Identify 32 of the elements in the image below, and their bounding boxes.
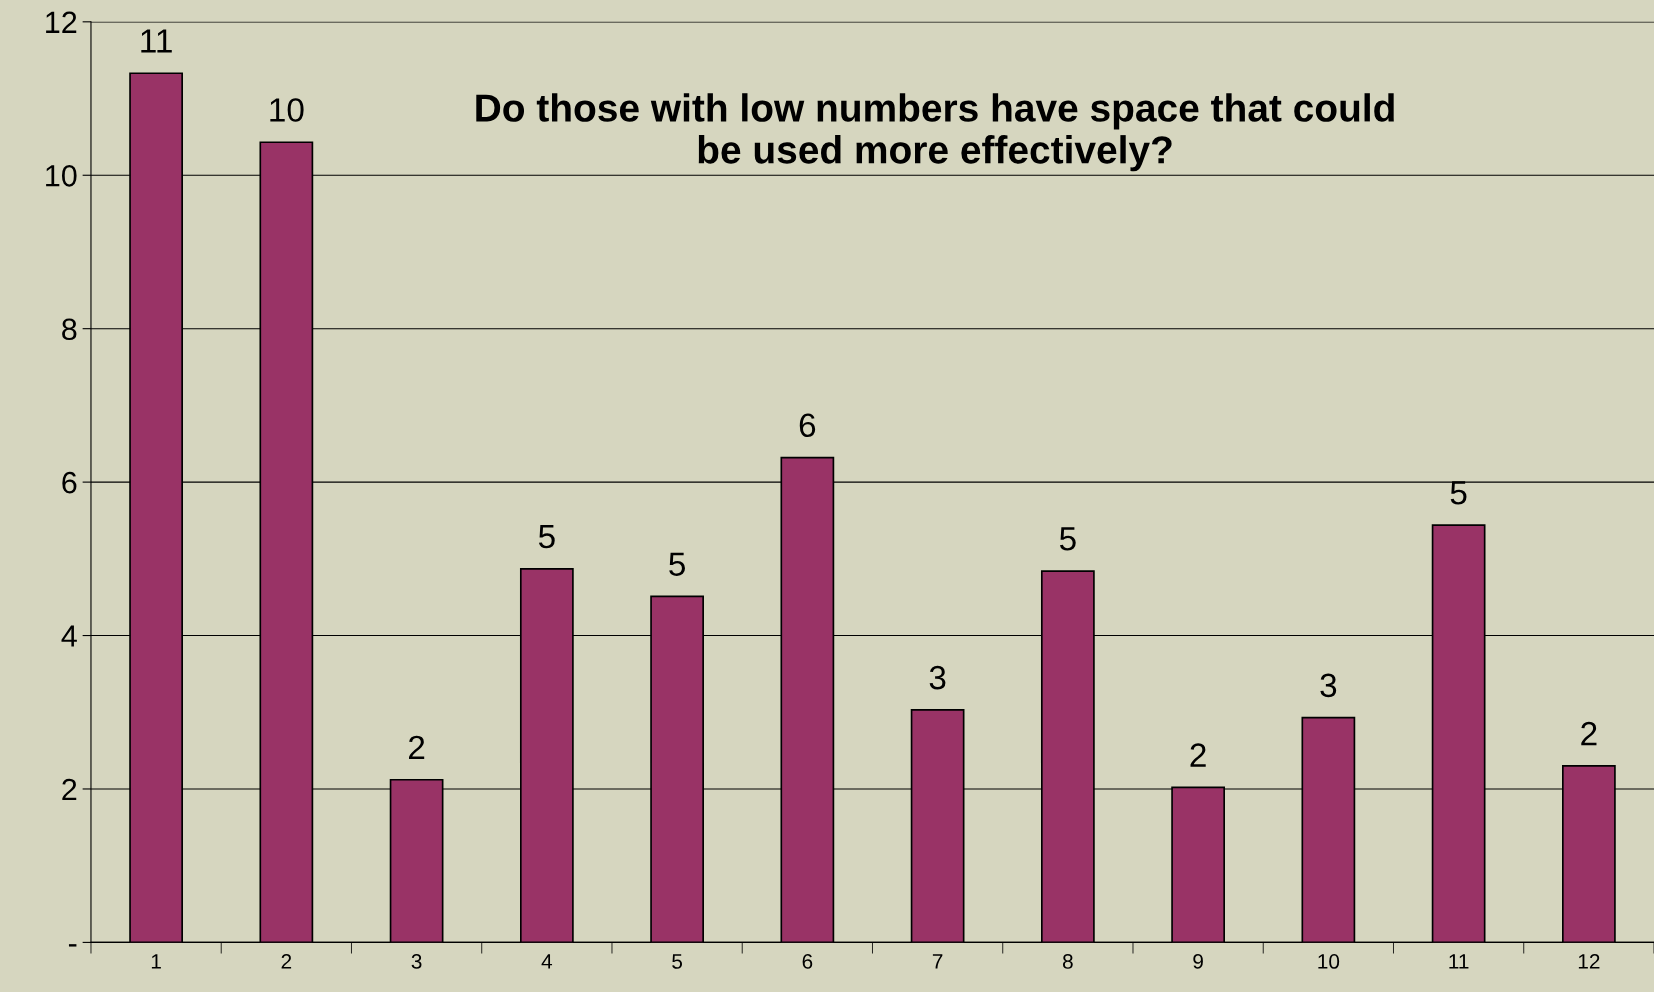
x-tick-label: 10: [1318, 954, 1340, 969]
data-label: 5: [669, 552, 685, 576]
x-tick-label: 2: [281, 954, 292, 969]
y-tick-label: 10: [46, 164, 77, 187]
data-label: 5: [538, 525, 555, 549]
x-tick-label: 12: [1578, 954, 1600, 969]
x-tick-label: 5: [672, 954, 683, 969]
data-label: 5: [1059, 527, 1076, 551]
x-tick-label: 3: [411, 954, 422, 969]
x-tick-label: 8: [1062, 954, 1073, 969]
y-tick-label: 12: [46, 11, 77, 33]
x-tick-label: 11: [1449, 954, 1469, 969]
x-tick-label: 9: [1193, 954, 1203, 969]
y-tick-label: 4: [61, 625, 77, 647]
y-tick-label: 6: [62, 471, 77, 494]
data-label: 3: [1320, 673, 1337, 698]
y-tick-label: -: [68, 944, 77, 947]
data-label: 2: [409, 735, 425, 759]
data-label: 10: [270, 98, 304, 122]
x-tick-label: 7: [932, 954, 943, 969]
text: Do those with low numbers have space that could be used more effectively?: [476, 93, 1394, 172]
data-label: 11: [141, 29, 172, 53]
data-label: 2: [1190, 743, 1206, 767]
data-label: 2: [1581, 721, 1597, 746]
x-tick-label: 4: [541, 954, 553, 969]
x-tick-label: 6: [802, 954, 813, 969]
data-label: 5: [1450, 481, 1467, 505]
data-label: 3: [929, 665, 946, 690]
x-tick-label: 1: [151, 954, 161, 969]
data-label: 6: [799, 413, 816, 438]
y-tick-label: 8: [62, 318, 77, 341]
y-tick-label: 2: [62, 778, 77, 801]
